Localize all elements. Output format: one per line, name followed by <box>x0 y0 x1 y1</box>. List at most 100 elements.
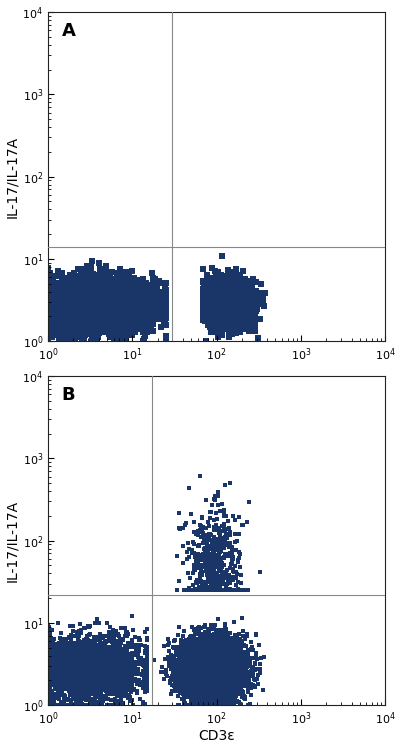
Point <box>93 675 99 687</box>
Point <box>248 291 254 303</box>
Point <box>223 653 229 665</box>
Point <box>228 656 234 668</box>
Point <box>240 289 246 301</box>
Point <box>235 288 242 300</box>
Point <box>215 667 221 679</box>
Point <box>113 297 119 309</box>
Point <box>210 297 216 309</box>
Point <box>219 652 226 664</box>
Point <box>204 300 210 312</box>
Point <box>203 670 209 682</box>
Point <box>49 669 55 681</box>
Point <box>231 291 237 303</box>
Point <box>111 685 118 697</box>
Point <box>191 660 198 672</box>
Point <box>197 655 203 667</box>
Point <box>81 309 88 321</box>
Point <box>49 289 55 301</box>
Point <box>90 310 97 322</box>
Point <box>120 317 126 329</box>
Point <box>187 654 193 666</box>
Point <box>225 305 231 317</box>
Point <box>206 528 213 540</box>
Point <box>201 652 207 664</box>
Point <box>64 694 71 706</box>
Point <box>211 695 217 707</box>
Point <box>212 584 219 596</box>
Point <box>241 691 248 703</box>
Point <box>219 658 225 670</box>
Point <box>215 669 221 681</box>
Point <box>45 673 51 685</box>
Point <box>45 674 51 686</box>
Point <box>203 657 209 669</box>
Point <box>217 661 223 673</box>
Point <box>188 689 194 701</box>
Point <box>45 336 51 348</box>
Point <box>227 289 233 301</box>
Point <box>48 288 55 300</box>
Point <box>65 640 71 652</box>
Point <box>227 584 233 596</box>
Point <box>79 652 85 664</box>
Point <box>45 640 51 652</box>
Point <box>91 643 97 655</box>
Point <box>233 297 239 309</box>
Point <box>226 662 233 674</box>
Point <box>192 685 199 697</box>
Point <box>215 306 221 318</box>
Point <box>201 664 208 676</box>
Point <box>184 681 190 693</box>
Point <box>223 584 230 596</box>
Point <box>203 664 209 676</box>
Point <box>214 632 220 644</box>
Point <box>196 678 202 690</box>
Point <box>234 279 241 291</box>
Point <box>251 301 257 313</box>
Point <box>237 656 243 668</box>
Point <box>245 657 251 669</box>
Point <box>214 570 221 582</box>
Point <box>136 677 143 689</box>
Point <box>71 303 78 315</box>
Point <box>73 663 79 675</box>
Point <box>219 676 225 688</box>
Point <box>99 690 105 702</box>
Point <box>228 676 235 688</box>
Point <box>247 297 254 309</box>
Point <box>199 659 206 671</box>
Point <box>201 685 207 697</box>
Point <box>213 667 219 679</box>
Point <box>205 664 211 676</box>
Point <box>45 655 51 667</box>
Point <box>183 678 190 690</box>
Point <box>222 286 228 298</box>
Point <box>45 663 51 675</box>
Point <box>234 303 240 315</box>
Point <box>227 575 234 587</box>
Point <box>87 658 94 670</box>
Point <box>226 658 232 670</box>
Point <box>215 299 221 311</box>
Point <box>154 282 160 294</box>
Point <box>261 651 267 663</box>
Point <box>203 666 209 678</box>
Point <box>200 653 206 665</box>
Point <box>234 297 240 309</box>
Point <box>214 630 220 642</box>
Point <box>131 297 138 309</box>
Point <box>103 304 109 316</box>
Point <box>222 272 228 284</box>
Point <box>219 290 225 302</box>
Point <box>60 317 66 329</box>
Point <box>239 287 246 299</box>
Point <box>70 625 77 637</box>
Point <box>205 646 211 658</box>
Point <box>75 300 82 312</box>
Point <box>189 649 195 661</box>
Point <box>184 645 190 657</box>
Point <box>64 644 70 656</box>
Point <box>103 300 110 312</box>
Point <box>221 664 227 676</box>
Point <box>122 304 129 316</box>
